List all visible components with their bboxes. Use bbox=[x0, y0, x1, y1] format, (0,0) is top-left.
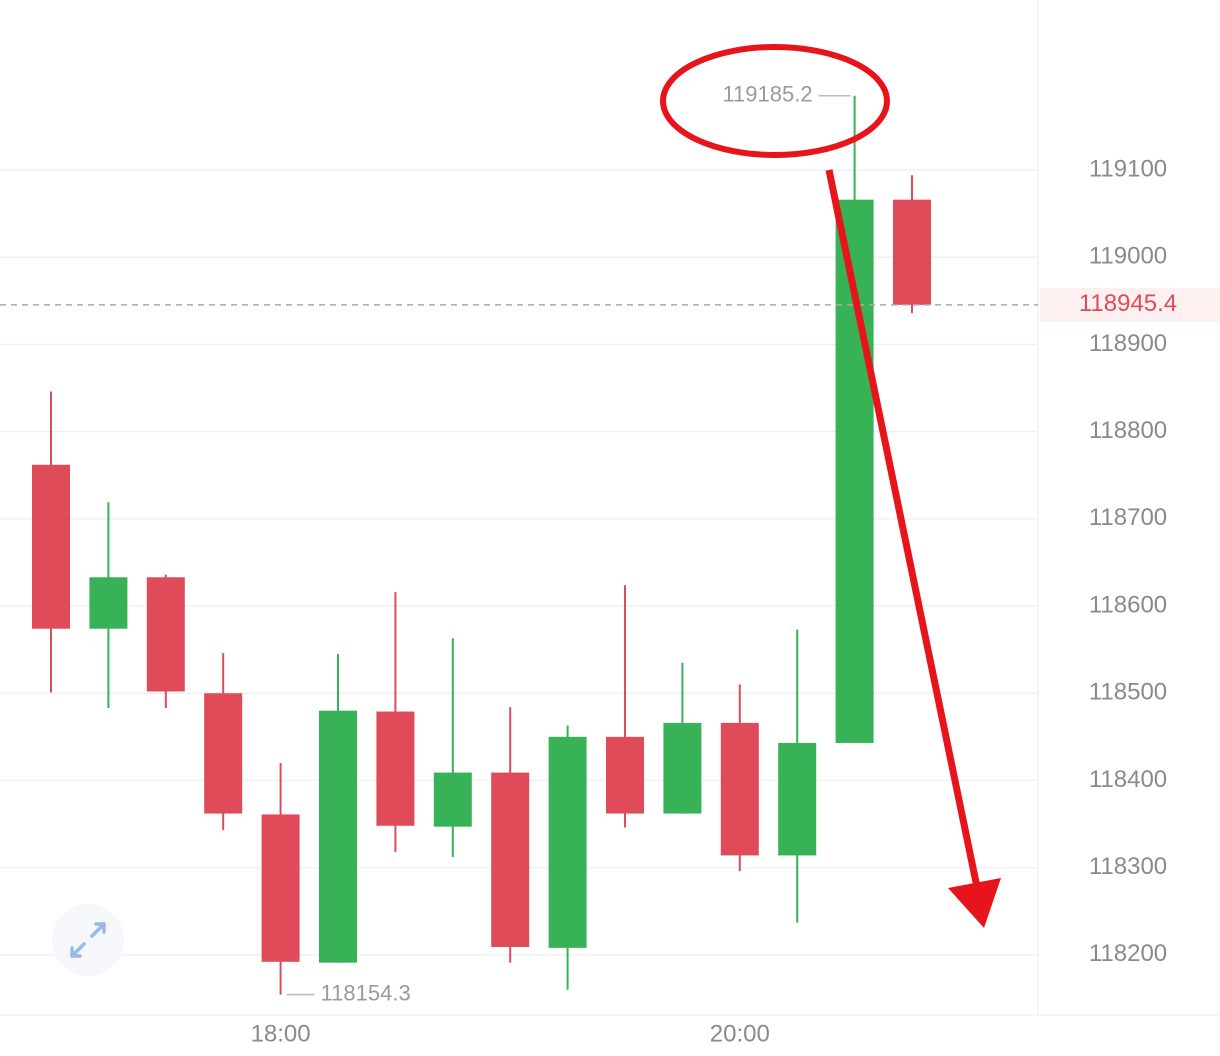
candle-body bbox=[319, 710, 357, 963]
candle-body bbox=[606, 736, 644, 814]
x-tick-label: 20:00 bbox=[710, 1020, 770, 1047]
highlight-circle bbox=[660, 44, 890, 158]
y-tick-label: 118300 bbox=[1089, 853, 1167, 880]
y-tick-label: 118600 bbox=[1089, 591, 1167, 618]
high-label: 119185.2 bbox=[722, 82, 812, 107]
last-price-bg bbox=[1040, 287, 1220, 322]
expand-button[interactable] bbox=[52, 904, 124, 976]
arrow-shaft bbox=[825, 169, 982, 893]
candle-body bbox=[433, 772, 472, 827]
y-tick-label: 118400 bbox=[1089, 766, 1167, 793]
y-tick-label: 118800 bbox=[1089, 417, 1167, 444]
candle-body bbox=[32, 464, 70, 629]
last-price-label: 118945.4 bbox=[1079, 290, 1177, 317]
x-tick-label: 18:00 bbox=[251, 1020, 311, 1047]
y-tick-label: 119000 bbox=[1089, 243, 1167, 270]
plot: 118200 118300 118400 118500 118600 118700 1188… bbox=[0, 82, 1220, 1047]
candle-body bbox=[261, 814, 300, 962]
candle-body bbox=[491, 772, 530, 947]
y-tick-label: 118900 bbox=[1089, 330, 1167, 357]
candle-body bbox=[778, 742, 817, 856]
y-tick-label: 119100 bbox=[1089, 155, 1167, 182]
candle-body bbox=[146, 577, 185, 692]
candle-body bbox=[663, 722, 702, 814]
low-label: 118154.3 bbox=[321, 980, 411, 1005]
arrow-head bbox=[948, 878, 1001, 928]
candle-body bbox=[89, 577, 128, 629]
candle-body bbox=[893, 199, 931, 305]
candle-body bbox=[204, 693, 243, 814]
y-tick-label: 118200 bbox=[1089, 940, 1167, 967]
expand-bg[interactable] bbox=[52, 904, 124, 976]
expand-icon[interactable] bbox=[70, 922, 106, 958]
candle-body bbox=[548, 736, 587, 948]
candle-body bbox=[376, 711, 415, 826]
candle-body bbox=[720, 722, 759, 856]
y-tick-label: 118700 bbox=[1089, 504, 1167, 531]
y-tick-label: 118500 bbox=[1089, 679, 1167, 706]
